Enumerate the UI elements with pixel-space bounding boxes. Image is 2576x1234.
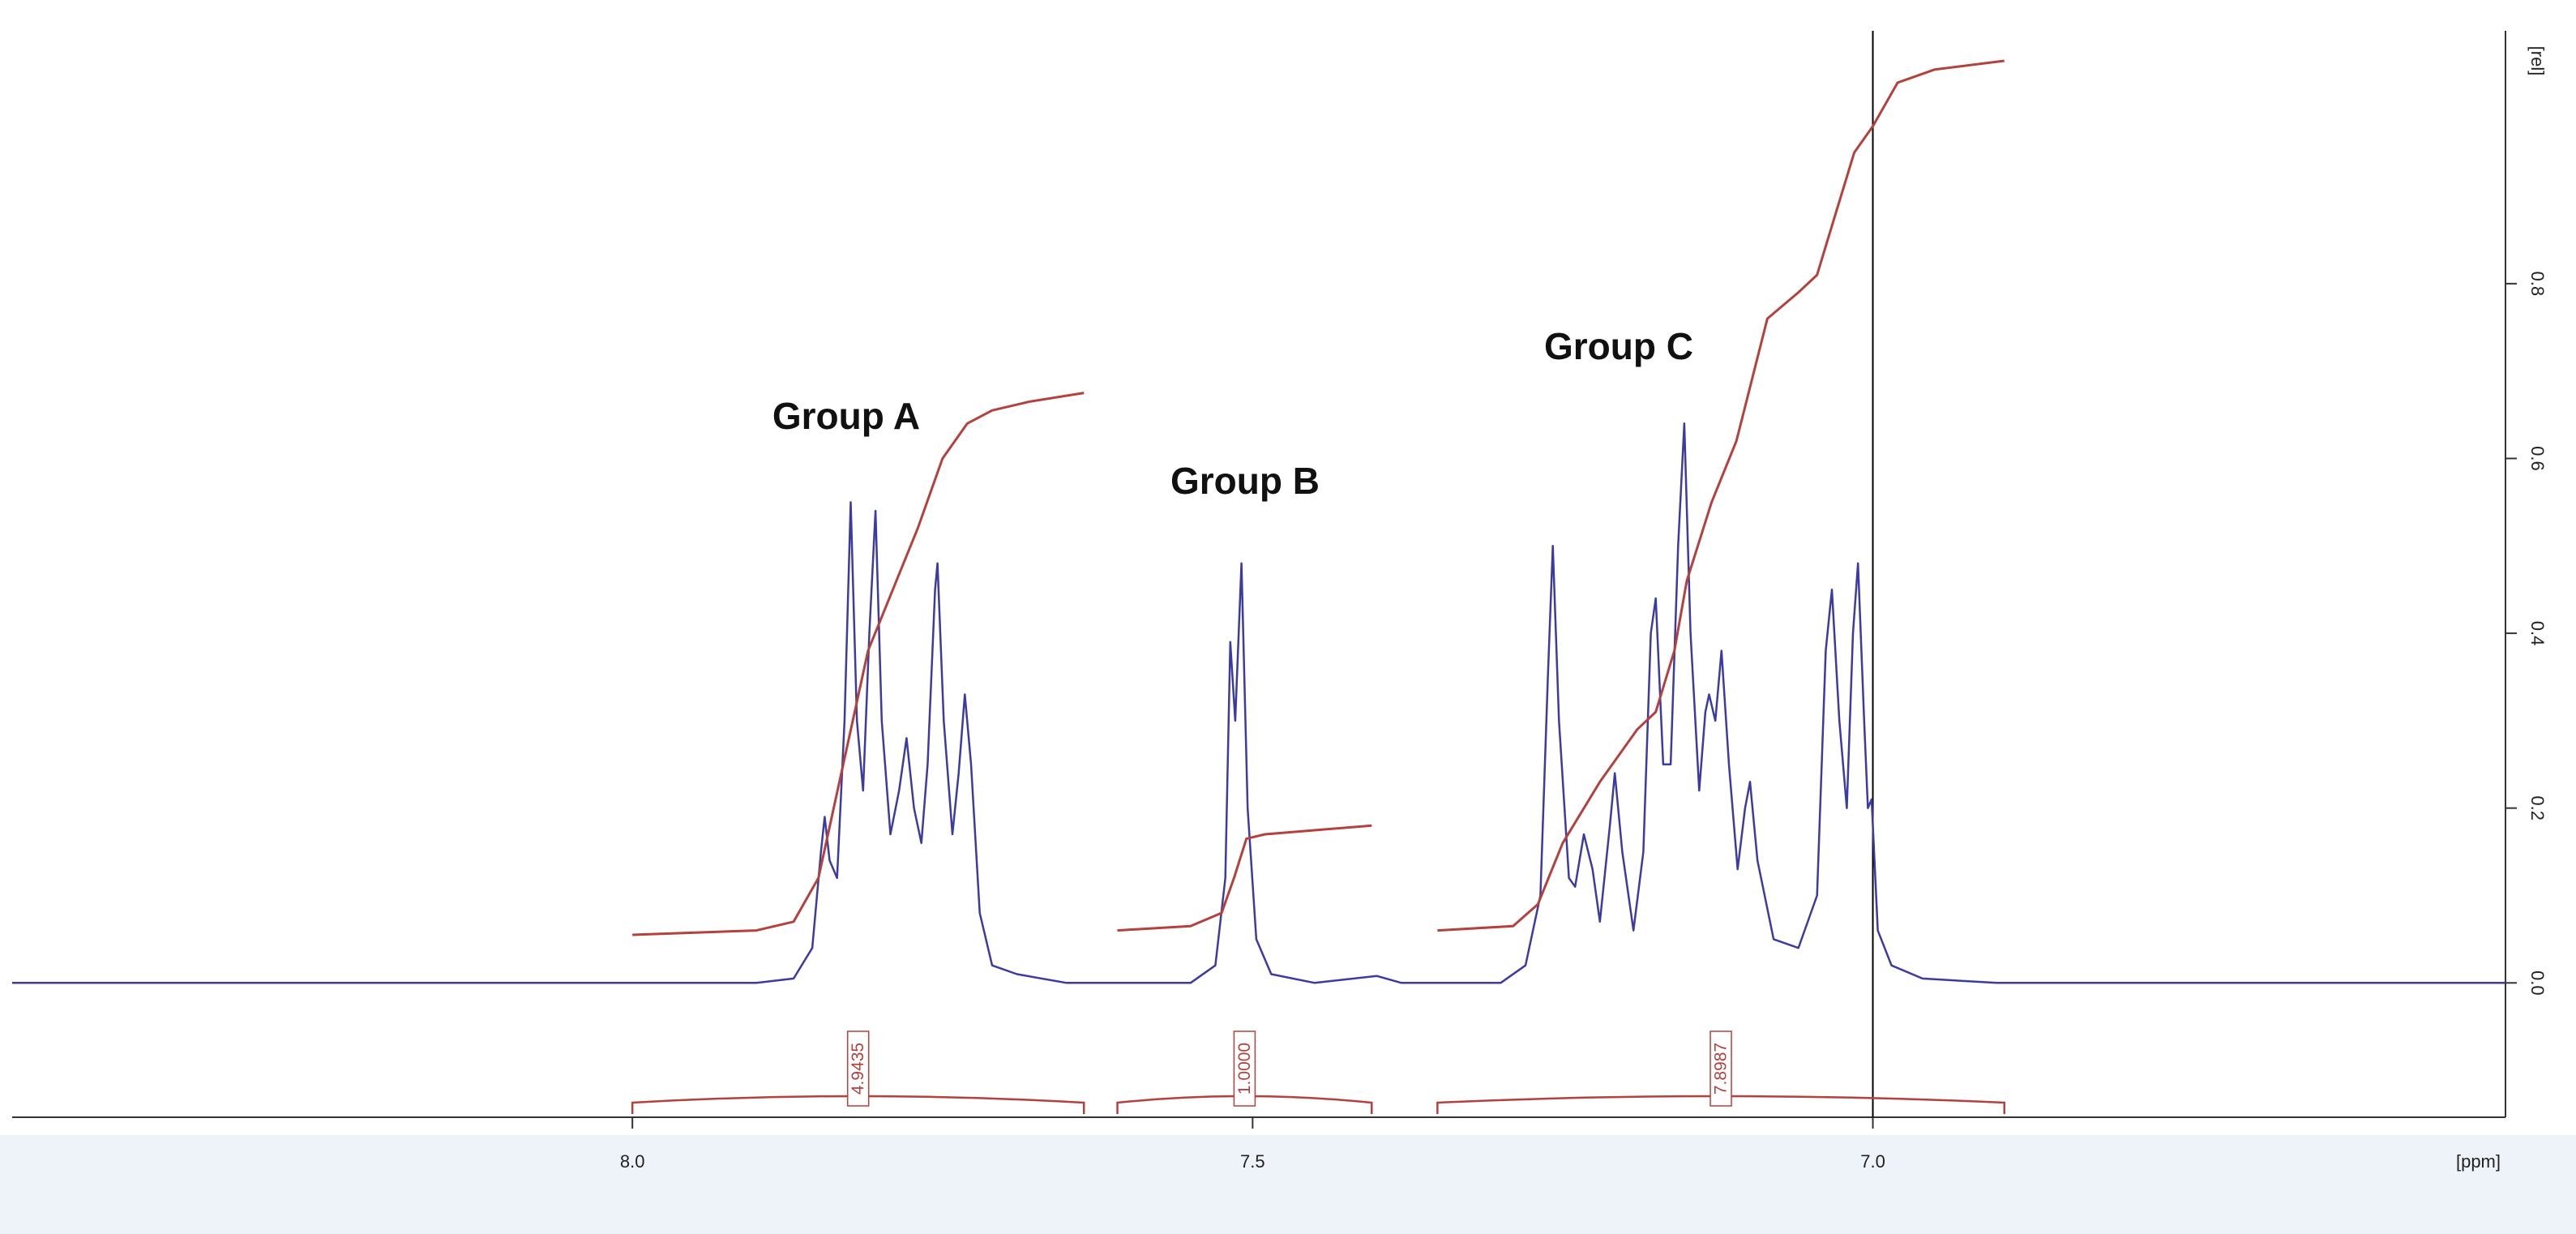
spectrum-line <box>12 422 2505 984</box>
group-label: Group A <box>772 395 920 437</box>
integral-label-group: 7.8987 <box>1709 1030 1732 1107</box>
group-label: Group C <box>1544 325 1693 367</box>
integral-label-box <box>1233 1030 1256 1107</box>
y-axis-label: [rel] <box>2527 46 2548 76</box>
integral-label: 7.8987 <box>1712 1043 1731 1095</box>
integral-label-group: 4.9435 <box>846 1030 870 1107</box>
x-tick-label: 7.0 <box>1860 1151 1885 1172</box>
x-tick-label: 8.0 <box>620 1151 645 1172</box>
y-tick-label: 0.2 <box>2527 795 2548 821</box>
integral-label: 4.9435 <box>849 1043 867 1095</box>
y-tick-label: 0.4 <box>2527 621 2548 646</box>
group-label: Group B <box>1170 460 1320 502</box>
integral-curve <box>1117 824 1372 932</box>
footer-band <box>0 1135 2576 1234</box>
y-tick-label: 0.0 <box>2527 970 2548 996</box>
x-axis-label: [ppm] <box>2456 1151 2501 1172</box>
integral-curve <box>632 392 1085 936</box>
y-tick-label: 0.8 <box>2527 272 2548 297</box>
integral-curve <box>1437 59 2005 932</box>
integral-label: 1.0000 <box>1235 1043 1254 1095</box>
integral-label-group: 1.0000 <box>1233 1030 1256 1107</box>
y-tick-label: 0.6 <box>2527 446 2548 471</box>
integral-label-box <box>846 1030 870 1107</box>
x-tick-label: 7.5 <box>1240 1151 1265 1172</box>
integral-label-box <box>1709 1030 1732 1107</box>
